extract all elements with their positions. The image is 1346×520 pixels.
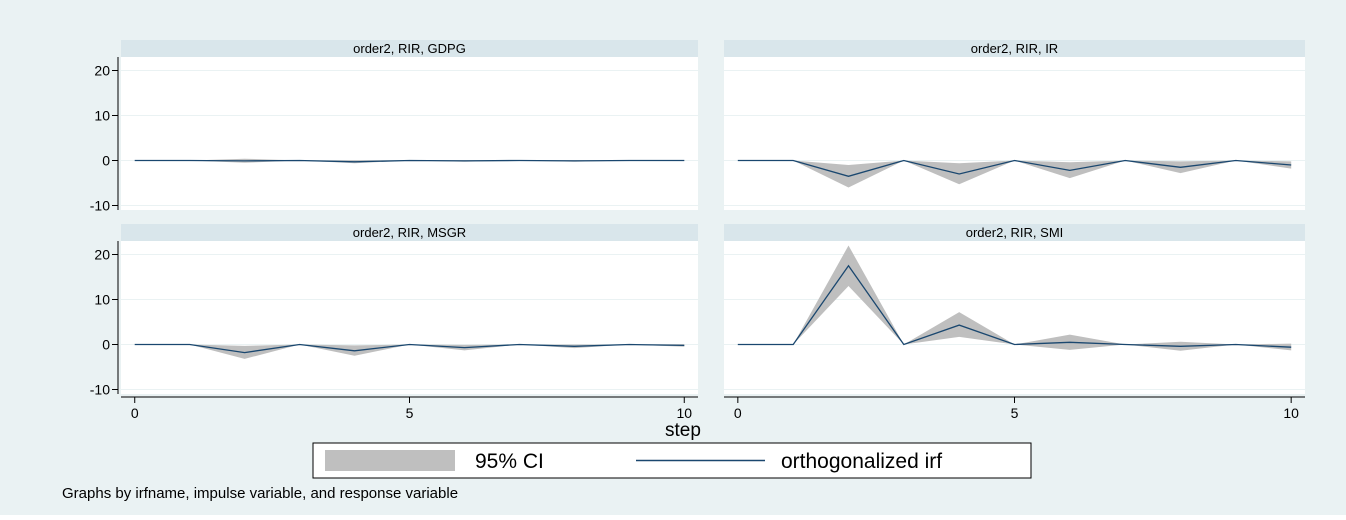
legend: 95% CI orthogonalized irf — [312, 442, 1032, 479]
legend-irf-label: orthogonalized irf — [781, 450, 942, 473]
plot-area — [121, 57, 698, 210]
y-tick-label: 10 — [94, 108, 110, 124]
panel-2: order2, RIR, IR — [724, 40, 1305, 210]
plot-area — [724, 241, 1305, 394]
legend-ci-swatch — [325, 450, 455, 471]
x-tick-label: 5 — [406, 405, 414, 421]
panel-title: order2, RIR, IR — [971, 41, 1058, 56]
x-axis-title: step — [665, 420, 701, 441]
ci-band — [134, 344, 685, 359]
panel-title-strip — [121, 224, 698, 241]
panel-title: order2, RIR, MSGR — [353, 225, 466, 240]
x-tick-label: 10 — [676, 405, 692, 421]
y-tick-label: 0 — [102, 153, 110, 169]
y-tick-label: 20 — [94, 247, 110, 263]
x-tick-label: 0 — [131, 405, 139, 421]
y-tick-label: 0 — [102, 337, 110, 353]
irf-line — [134, 343, 685, 354]
legend-ci-label: 95% CI — [475, 450, 544, 473]
panel-4: order2, RIR, SMI 0 5 10 — [724, 224, 1305, 421]
ci-band — [134, 158, 685, 164]
panel-title: order2, RIR, SMI — [966, 225, 1064, 240]
panel-title-strip — [121, 40, 698, 57]
panel-title: order2, RIR, GDPG — [353, 41, 466, 56]
irf-line — [737, 264, 1292, 348]
x-tick-label: 10 — [1283, 405, 1299, 421]
x-tick-label: 0 — [734, 405, 742, 421]
y-tick-label: 20 — [94, 63, 110, 79]
panel-title-strip — [724, 224, 1305, 241]
irf-line — [134, 159, 685, 163]
irf-line — [737, 159, 1292, 177]
ci-band — [737, 160, 1292, 188]
x-tick-label: 5 — [1011, 405, 1019, 421]
panel-3: order2, RIR, MSGR -10 0 10 20 0 5 10 — [90, 224, 698, 421]
panel-title-strip — [724, 40, 1305, 57]
y-tick-label: 10 — [94, 292, 110, 308]
plot-area — [724, 57, 1305, 210]
panel-1: order2, RIR, GDPG -10 0 10 20 — [90, 40, 698, 214]
panels-layer: order2, RIR, GDPG -10 0 10 20 order2, RIR, IR… — [90, 40, 1305, 421]
figure-note: Graphs by irfname, impulse variable, and… — [62, 485, 458, 502]
y-tick-label: -10 — [90, 382, 110, 398]
y-tick-label: -10 — [90, 198, 110, 214]
plot-area — [121, 241, 698, 394]
